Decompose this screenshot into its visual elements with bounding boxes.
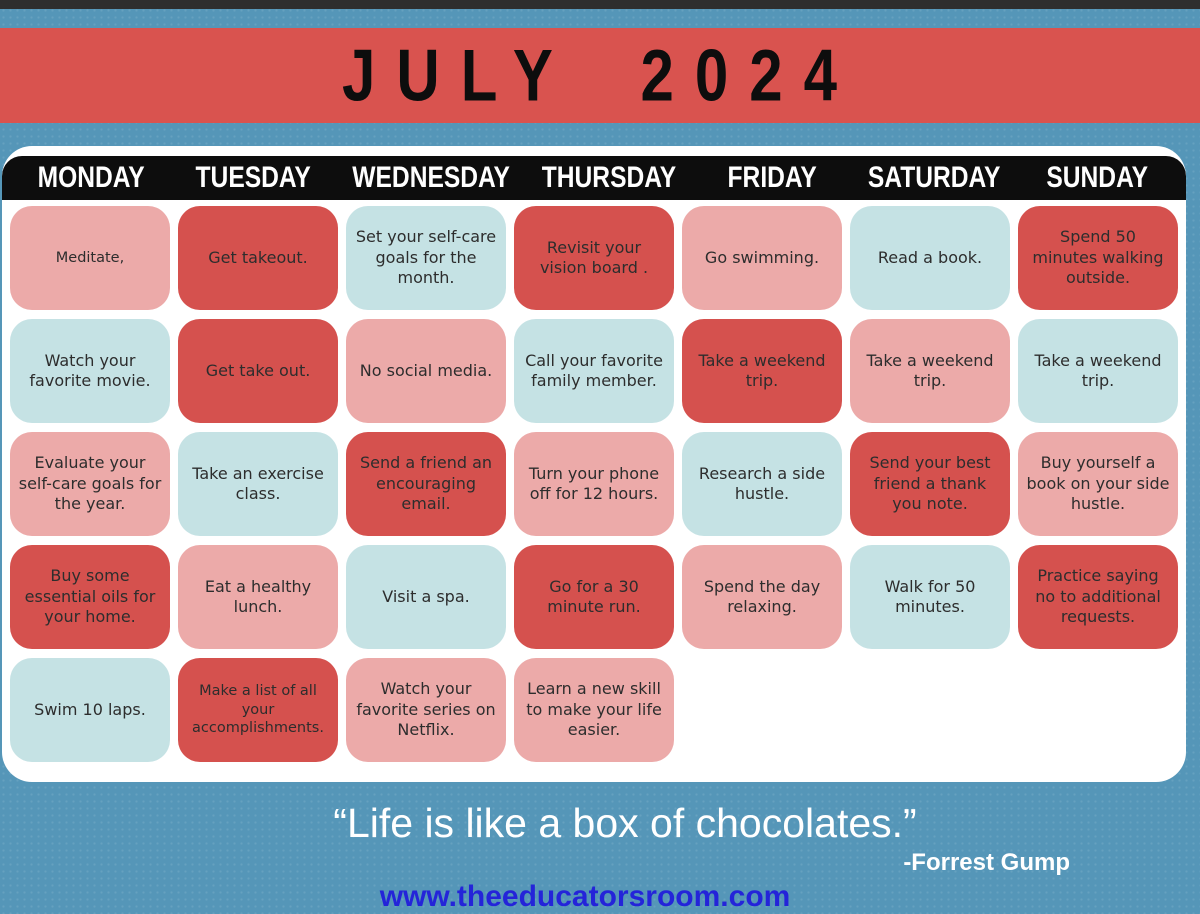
day-header-friday: FRIDAY (727, 161, 817, 194)
calendar-cell: Walk for 50 minutes. (850, 545, 1010, 649)
calendar-cell: Practice saying no to additional request… (1018, 545, 1178, 649)
calendar-cell: Evaluate your self-care goals for the ye… (10, 432, 170, 536)
calendar-grid: Meditate, Get takeout. Set your self-care … (2, 206, 1186, 762)
calendar-cell-text: Send a friend an encouraging email. (359, 453, 493, 514)
calendar-cell-text: Get take out. (205, 360, 311, 380)
calendar-cell-text: Revisit your vision board . (539, 237, 649, 277)
calendar-cell-text: Visit a spa. (382, 586, 470, 606)
month-title: JULY 2024 (342, 34, 858, 117)
calendar-cell-text: Meditate, (55, 249, 125, 266)
calendar-cell: Send your best friend a thank you note. (850, 432, 1010, 536)
calendar-cell: Buy yourself a book on your side hustle. (1018, 432, 1178, 536)
day-header-tuesday: TUESDAY (195, 161, 312, 194)
calendar-cell-empty (850, 658, 1010, 762)
calendar-cell-text: Make a list of all your accomplishments. (192, 683, 324, 737)
calendar-cell: Take a weekend trip. (682, 319, 842, 423)
calendar-cell: Read a book. (850, 206, 1010, 310)
calendar-cell: No social media. (346, 319, 506, 423)
site-url: www.theeducatorsroom.com (379, 880, 791, 913)
weekday-header: MONDAY TUESDAY WEDNESDAY THURSDAY FRIDAY SATU… (2, 156, 1186, 200)
quote-text: “Life is like a box of chocolates.” (333, 800, 917, 846)
calendar-cell-text: Call your favorite family member. (525, 350, 663, 390)
calendar-cell: Take an exercise class. (178, 432, 338, 536)
calendar-cell-text: Take a weekend trip. (698, 350, 826, 390)
day-header-sunday: SUNDAY (1045, 161, 1148, 194)
calendar-cell: Research a side hustle. (682, 432, 842, 536)
calendar-cell-text: Turn your phone off for 12 hours. (528, 463, 660, 503)
calendar-cell: Set your self-care goals for the month. (346, 206, 506, 310)
calendar-cell-text: Buy yourself a book on your side hustle. (1026, 453, 1170, 514)
calendar-cell-text: Watch your favorite movie. (29, 350, 151, 390)
calendar-cell-text: No social media. (359, 360, 493, 380)
calendar-cell-text: Get takeout. (208, 247, 308, 267)
calendar-cell-text: Take a weekend trip. (1034, 350, 1162, 390)
quote-attribution: -Forrest Gump (903, 849, 1070, 876)
calendar-cell-text: Eat a healthy lunch. (204, 576, 312, 616)
calendar-cell: Send a friend an encouraging email. (346, 432, 506, 536)
calendar-cell-text: Spend the day relaxing. (703, 576, 821, 616)
calendar-sheet: MONDAY TUESDAY WEDNESDAY THURSDAY FRIDAY SATU… (2, 146, 1186, 782)
calendar-cell: Make a list of all your accomplishments. (178, 658, 338, 762)
calendar-cell-text: Send your best friend a thank you note. (869, 453, 991, 514)
calendar-cell-text: Go for a 30 minute run. (547, 576, 641, 616)
day-header-wednesday: WEDNESDAY (352, 161, 510, 194)
day-header-thursday: THURSDAY (541, 161, 677, 194)
calendar-cell-text: Take a weekend trip. (866, 350, 994, 390)
calendar-cell-text: Spend 50 minutes walking outside. (1032, 227, 1164, 288)
quote-area: “Life is like a box of chocolates.” -For… (0, 800, 1200, 914)
top-accent-bar (0, 0, 1200, 9)
calendar-cell: Watch your favorite series on Netflix. (346, 658, 506, 762)
day-header-monday: MONDAY (37, 161, 145, 194)
calendar-cell: Take a weekend trip. (1018, 319, 1178, 423)
calendar-cell-text: Go swimming. (704, 247, 820, 267)
calendar-cell: Visit a spa. (346, 545, 506, 649)
calendar-cell-text: Evaluate your self-care goals for the ye… (18, 453, 162, 514)
calendar-cell: Learn a new skill to make your life easi… (514, 658, 674, 762)
calendar-cell-text: Watch your favorite series on Netflix. (356, 679, 496, 740)
calendar-cell: Go swimming. (682, 206, 842, 310)
calendar-cell: Spend 50 minutes walking outside. (1018, 206, 1178, 310)
calendar-cell-text: Research a side hustle. (698, 463, 826, 503)
calendar-cell: Revisit your vision board . (514, 206, 674, 310)
title-banner: JULY 2024 (0, 28, 1200, 123)
calendar-cell: Turn your phone off for 12 hours. (514, 432, 674, 536)
calendar-cell: Spend the day relaxing. (682, 545, 842, 649)
calendar-cell-text: Learn a new skill to make your life easi… (526, 679, 662, 740)
calendar-cell: Meditate, (10, 206, 170, 310)
calendar-cell: Buy some essential oils for your home. (10, 545, 170, 649)
calendar-cell-text: Practice saying no to additional request… (1035, 566, 1161, 627)
calendar-cell: Get takeout. (178, 206, 338, 310)
calendar-cell-text: Buy some essential oils for your home. (24, 566, 156, 627)
calendar-cell-text: Walk for 50 minutes. (884, 576, 976, 616)
calendar-cell-empty (1018, 658, 1178, 762)
calendar-cell: Eat a healthy lunch. (178, 545, 338, 649)
day-header-saturday: SATURDAY (868, 161, 1001, 194)
calendar-cell-empty (682, 658, 842, 762)
calendar-cell-text: Read a book. (877, 247, 983, 267)
calendar-cell-text: Set your self-care goals for the month. (355, 227, 497, 288)
calendar-cell: Swim 10 laps. (10, 658, 170, 762)
calendar-cell: Go for a 30 minute run. (514, 545, 674, 649)
calendar-cell-text: Swim 10 laps. (34, 699, 146, 719)
calendar-cell: Get take out. (178, 319, 338, 423)
calendar-cell: Take a weekend trip. (850, 319, 1010, 423)
calendar-cell: Watch your favorite movie. (10, 319, 170, 423)
calendar-cell-text: Take an exercise class. (192, 463, 324, 503)
calendar-cell: Call your favorite family member. (514, 319, 674, 423)
